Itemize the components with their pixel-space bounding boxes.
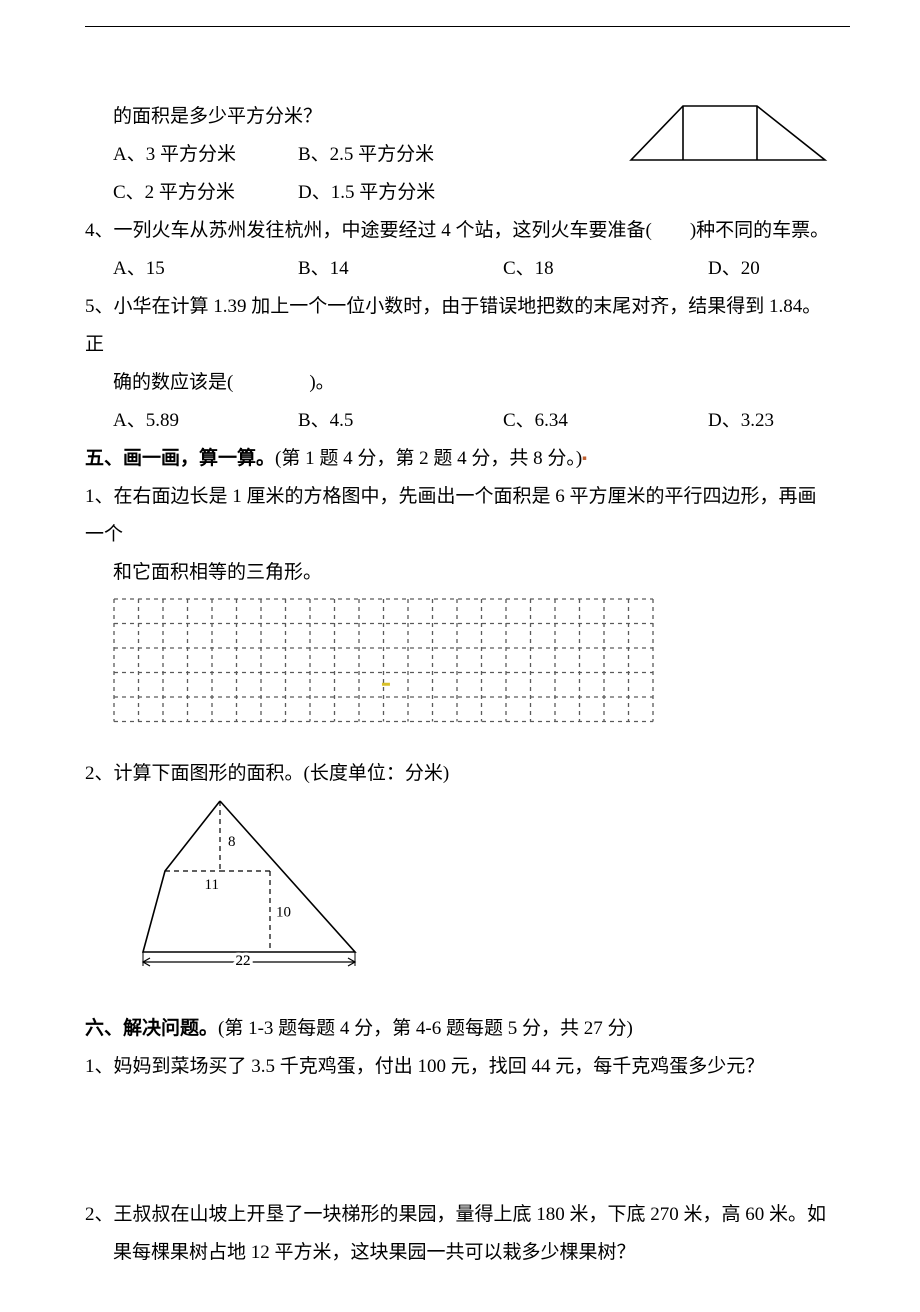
question-5-stem2: 确的数应该是( )。 [85,364,835,402]
sec5-paren: (第 1 题 4 分，第 2 题 4 分，共 8 分。) [275,448,582,469]
composite-figure-svg: 811102222 [125,797,375,972]
dashed-grid-svg [113,598,654,723]
sec5-q2-figure-wrap: 811102222 [85,797,835,986]
sec5-q1-line2: 和它面积相等的三角形。 [85,554,835,592]
sec6-paren: (第 1-3 题每题 4 分，第 4-6 题每题 5 分，共 27 分) [218,1018,633,1039]
q3-opt-d: D、1.5 平方分米 [298,174,483,212]
exam-page: 的面积是多少平方分米？ A、3 平方分米 B、2.5 平方分米 C、2 平方分米… [0,0,920,1312]
q5-opt-c: C、6.34 [503,402,708,440]
sec6-head: 六、解决问题。 [85,1018,218,1039]
q4-options: A、15 B、14 C、18 D、20 [85,250,835,288]
q5-opt-d: D、3.23 [708,402,774,440]
q3-stem-cont: 的面积是多少平方分米？ [85,98,625,136]
q4-opt-a: A、15 [113,250,298,288]
question-3-left: 的面积是多少平方分米？ A、3 平方分米 B、2.5 平方分米 C、2 平方分米… [85,98,625,212]
q4-opt-c: C、18 [503,250,708,288]
question-5-stem1: 5、小华在计算 1.39 加上一个一位小数时，由于错误地把数的末尾对齐，结果得到… [85,288,835,364]
svg-text:22: 22 [236,953,251,969]
svg-text:11: 11 [205,877,219,893]
section-6-heading: 六、解决问题。(第 1-3 题每题 4 分，第 4-6 题每题 5 分，共 27… [85,1010,835,1048]
svg-text:10: 10 [276,904,291,920]
sec5-grid-wrap [85,598,835,737]
sec6-q1: 1、妈妈到菜场买了 3.5 千克鸡蛋，付出 100 元，找回 44 元，每千克鸡… [85,1048,835,1086]
q3-trapezoid-figure [625,98,835,180]
sec6-q2a: 2、王叔叔在山坡上开垦了一块梯形的果园，量得上底 180 米，下底 270 米，… [85,1196,835,1234]
q3-options-row1: A、3 平方分米 B、2.5 平方分米 [85,136,625,174]
q5-opt-a: A、5.89 [113,402,298,440]
q3-opt-c: C、2 平方分米 [113,174,298,212]
sec5-q2-stem: 2、计算下面图形的面积。(长度单位：分米) [85,755,835,793]
q4-opt-b: B、14 [298,250,503,288]
question-4-stem: 4、一列火车从苏州发往杭州，中途要经过 4 个站，这列火车要准备( )种不同的车… [85,212,835,250]
q3-opt-b: B、2.5 平方分米 [298,136,483,174]
q4-opt-d: D、20 [708,250,760,288]
svg-text:8: 8 [228,834,236,850]
orange-dot-icon: ▪ [582,452,587,467]
sec6-q2b: 果每棵果树占地 12 平方米，这块果园一共可以栽多少棵果树？ [85,1234,835,1272]
q5-opt-b: B、4.5 [298,402,503,440]
top-rule [85,26,850,27]
sec5-head: 五、画一画，算一算。 [85,448,275,469]
trapezoid-svg [625,100,835,166]
sec6-q1-workspace [85,1086,835,1196]
question-3-row: 的面积是多少平方分米？ A、3 平方分米 B、2.5 平方分米 C、2 平方分米… [85,98,835,212]
q3-options-row2: C、2 平方分米 D、1.5 平方分米 [85,174,625,212]
q3-opt-a: A、3 平方分米 [113,136,298,174]
sec5-q1-line1: 1、在右面边长是 1 厘米的方格图中，先画出一个面积是 6 平方厘米的平行四边形… [85,478,835,554]
section-5-heading: 五、画一画，算一算。(第 1 题 4 分，第 2 题 4 分，共 8 分。)▪ [85,440,835,478]
q5-options: A、5.89 B、4.5 C、6.34 D、3.23 [85,402,835,440]
